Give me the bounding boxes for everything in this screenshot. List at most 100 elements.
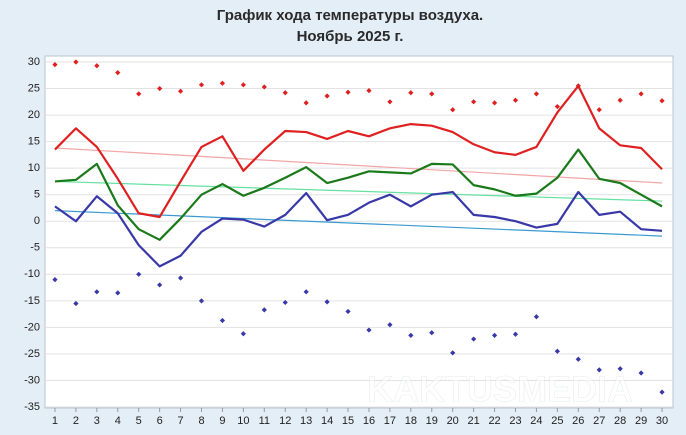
x-tick-label: 6 xyxy=(157,415,163,427)
marker xyxy=(157,282,163,288)
marker xyxy=(471,336,477,342)
marker xyxy=(617,97,623,103)
x-tick-label: 14 xyxy=(321,415,333,427)
y-tick-label: -35 xyxy=(24,401,40,413)
marker xyxy=(261,84,267,90)
x-tick-label: 18 xyxy=(405,415,417,427)
marker xyxy=(240,331,246,337)
x-tick-label: 21 xyxy=(468,415,480,427)
marker xyxy=(94,63,100,69)
marker xyxy=(533,314,540,320)
y-tick-label: -5 xyxy=(30,242,40,254)
y-tick-label: -25 xyxy=(24,348,40,360)
marker xyxy=(73,59,79,65)
x-tick-label: 10 xyxy=(237,415,249,427)
marker xyxy=(366,88,372,94)
marker xyxy=(177,275,184,281)
y-tick-label: -10 xyxy=(24,268,40,280)
marker xyxy=(303,100,309,106)
marker xyxy=(324,299,330,305)
marker xyxy=(554,103,560,110)
marker xyxy=(115,290,121,296)
x-tick-label: 5 xyxy=(136,415,142,427)
x-tick-label: 2 xyxy=(73,415,79,427)
x-tick-label: 17 xyxy=(384,415,396,427)
marker xyxy=(659,389,665,395)
watermark: KAKTUSMEDIA xyxy=(367,369,633,410)
y-tick-label: 10 xyxy=(28,162,40,174)
y-tick-label: 5 xyxy=(34,189,40,201)
x-tick-label: 3 xyxy=(94,415,100,427)
y-tick-label: 25 xyxy=(28,82,40,94)
marker xyxy=(387,99,393,105)
marker xyxy=(450,350,456,356)
x-tick-label: 24 xyxy=(530,415,542,427)
x-tick-label: 30 xyxy=(656,415,668,427)
series-line xyxy=(54,148,663,241)
marker xyxy=(596,367,602,373)
marker xyxy=(261,307,267,313)
marker xyxy=(491,100,498,106)
x-tick-label: 1 xyxy=(52,415,58,427)
marker xyxy=(429,330,435,336)
marker xyxy=(491,332,498,338)
marker xyxy=(387,322,393,328)
x-tick-label: 16 xyxy=(363,415,375,427)
marker xyxy=(219,317,226,324)
marker xyxy=(638,91,644,97)
x-tick-label: 22 xyxy=(488,415,500,427)
x-tick-label: 27 xyxy=(593,415,605,427)
y-tick-label: 15 xyxy=(28,136,40,148)
marker xyxy=(575,356,581,362)
marker xyxy=(512,97,519,103)
marker xyxy=(324,93,330,99)
x-tick-label: 4 xyxy=(115,415,121,427)
marker xyxy=(638,370,644,376)
marker xyxy=(303,289,309,295)
y-tick-label: 20 xyxy=(28,109,40,121)
marker xyxy=(533,91,540,97)
series-line xyxy=(54,190,663,268)
marker xyxy=(115,70,121,76)
x-tick-label: 19 xyxy=(426,415,438,427)
chart-subtitle: Ноябрь 2025 г. xyxy=(297,28,404,45)
trend-line xyxy=(54,180,663,202)
chart-title: График хода температуры воздуха. xyxy=(217,7,483,24)
marker xyxy=(177,88,184,94)
marker xyxy=(659,98,665,104)
marker xyxy=(240,82,246,88)
y-tick-label: -30 xyxy=(24,374,40,386)
marker xyxy=(198,82,205,88)
marker xyxy=(136,271,142,277)
marker xyxy=(52,277,58,283)
marker xyxy=(366,327,372,333)
marker xyxy=(157,85,163,92)
x-tick-label: 11 xyxy=(259,415,270,427)
marker xyxy=(408,90,414,96)
x-tick-label: 7 xyxy=(178,415,184,427)
x-tick-label: 25 xyxy=(551,415,563,427)
y-tick-label: -20 xyxy=(24,321,40,333)
marker xyxy=(219,80,226,86)
x-tick-label: 23 xyxy=(509,415,521,427)
x-tick-label: 13 xyxy=(300,415,312,427)
marker xyxy=(94,289,100,295)
marker xyxy=(345,89,351,95)
trend-line xyxy=(54,147,663,184)
x-tick-label: 8 xyxy=(198,415,204,427)
marker xyxy=(471,99,477,105)
x-tick-label: 12 xyxy=(279,415,291,427)
marker xyxy=(596,107,602,113)
trend-line xyxy=(54,210,663,237)
marker xyxy=(52,62,58,68)
marker xyxy=(345,308,351,315)
y-tick-label: 30 xyxy=(28,56,40,68)
marker xyxy=(450,107,456,113)
series-line xyxy=(54,84,663,219)
marker xyxy=(282,90,288,96)
x-tick-label: 20 xyxy=(447,415,459,427)
marker xyxy=(73,300,79,307)
x-tick-label: 15 xyxy=(342,415,354,427)
x-tick-label: 9 xyxy=(219,415,225,427)
